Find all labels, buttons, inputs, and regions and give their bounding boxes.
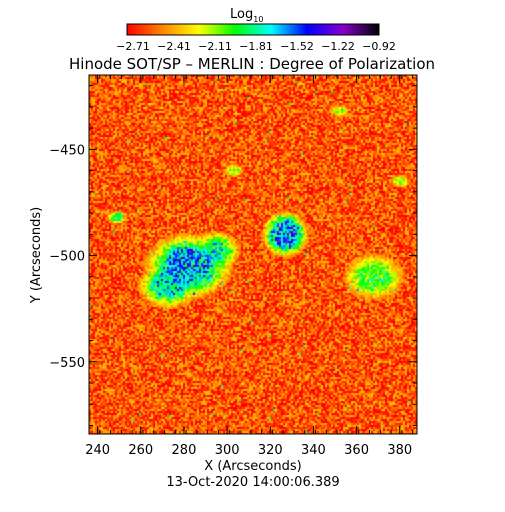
x-tick-label: 320 xyxy=(258,443,283,458)
plot-frame xyxy=(88,74,418,435)
colorbar-tick-label: −1.22 xyxy=(321,40,355,53)
timestamp: 13-Oct-2020 14:00:06.389 xyxy=(166,475,339,490)
plot-area xyxy=(88,74,418,435)
x-tick-label: 380 xyxy=(387,443,412,458)
y-tick-label: −550 xyxy=(49,356,85,371)
colorbar-tick-label: −2.11 xyxy=(198,40,232,53)
y-tick-label: −450 xyxy=(49,143,85,158)
colorbar-tick-label: −2.41 xyxy=(157,40,191,53)
chart-title: Hinode SOT/SP – MERLIN : Degree of Polar… xyxy=(69,55,435,73)
y-tick-label: −500 xyxy=(49,250,85,265)
axis-ticks: 240 260 280 300 320 340 360 380 −450 −500 −550 xyxy=(49,75,417,458)
colorbar-tick-label: −1.81 xyxy=(239,40,273,53)
y-axis-label: Y (Arcseconds) xyxy=(29,207,44,304)
colorbar-title: Log10 xyxy=(230,7,263,24)
x-tick-label: 280 xyxy=(172,443,197,458)
colorbar-tick-label: −1.52 xyxy=(280,40,314,53)
colorbar-tick-label: −2.71 xyxy=(116,40,150,53)
x-tick-label: 260 xyxy=(128,443,153,458)
colorbar-ticks: −2.71 −2.41 −2.11 −1.81 −1.52 −1.22 −0.92 xyxy=(116,40,396,53)
x-tick-label: 300 xyxy=(215,443,240,458)
x-tick-label: 340 xyxy=(301,443,326,458)
x-axis-label: X (Arcseconds) xyxy=(204,459,301,474)
x-tick-label: 360 xyxy=(344,443,369,458)
colorbar-tick-label: −0.92 xyxy=(362,40,396,53)
colorbar xyxy=(126,23,380,36)
heatmap-image xyxy=(89,75,417,434)
x-tick-label: 240 xyxy=(85,443,110,458)
